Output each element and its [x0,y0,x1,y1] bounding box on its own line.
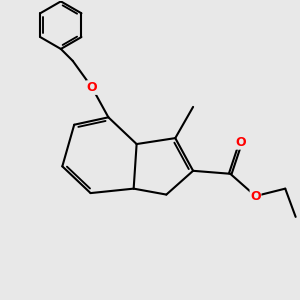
Text: O: O [87,81,98,94]
Text: O: O [87,81,98,94]
Text: O: O [250,190,261,202]
Text: O: O [235,136,246,149]
